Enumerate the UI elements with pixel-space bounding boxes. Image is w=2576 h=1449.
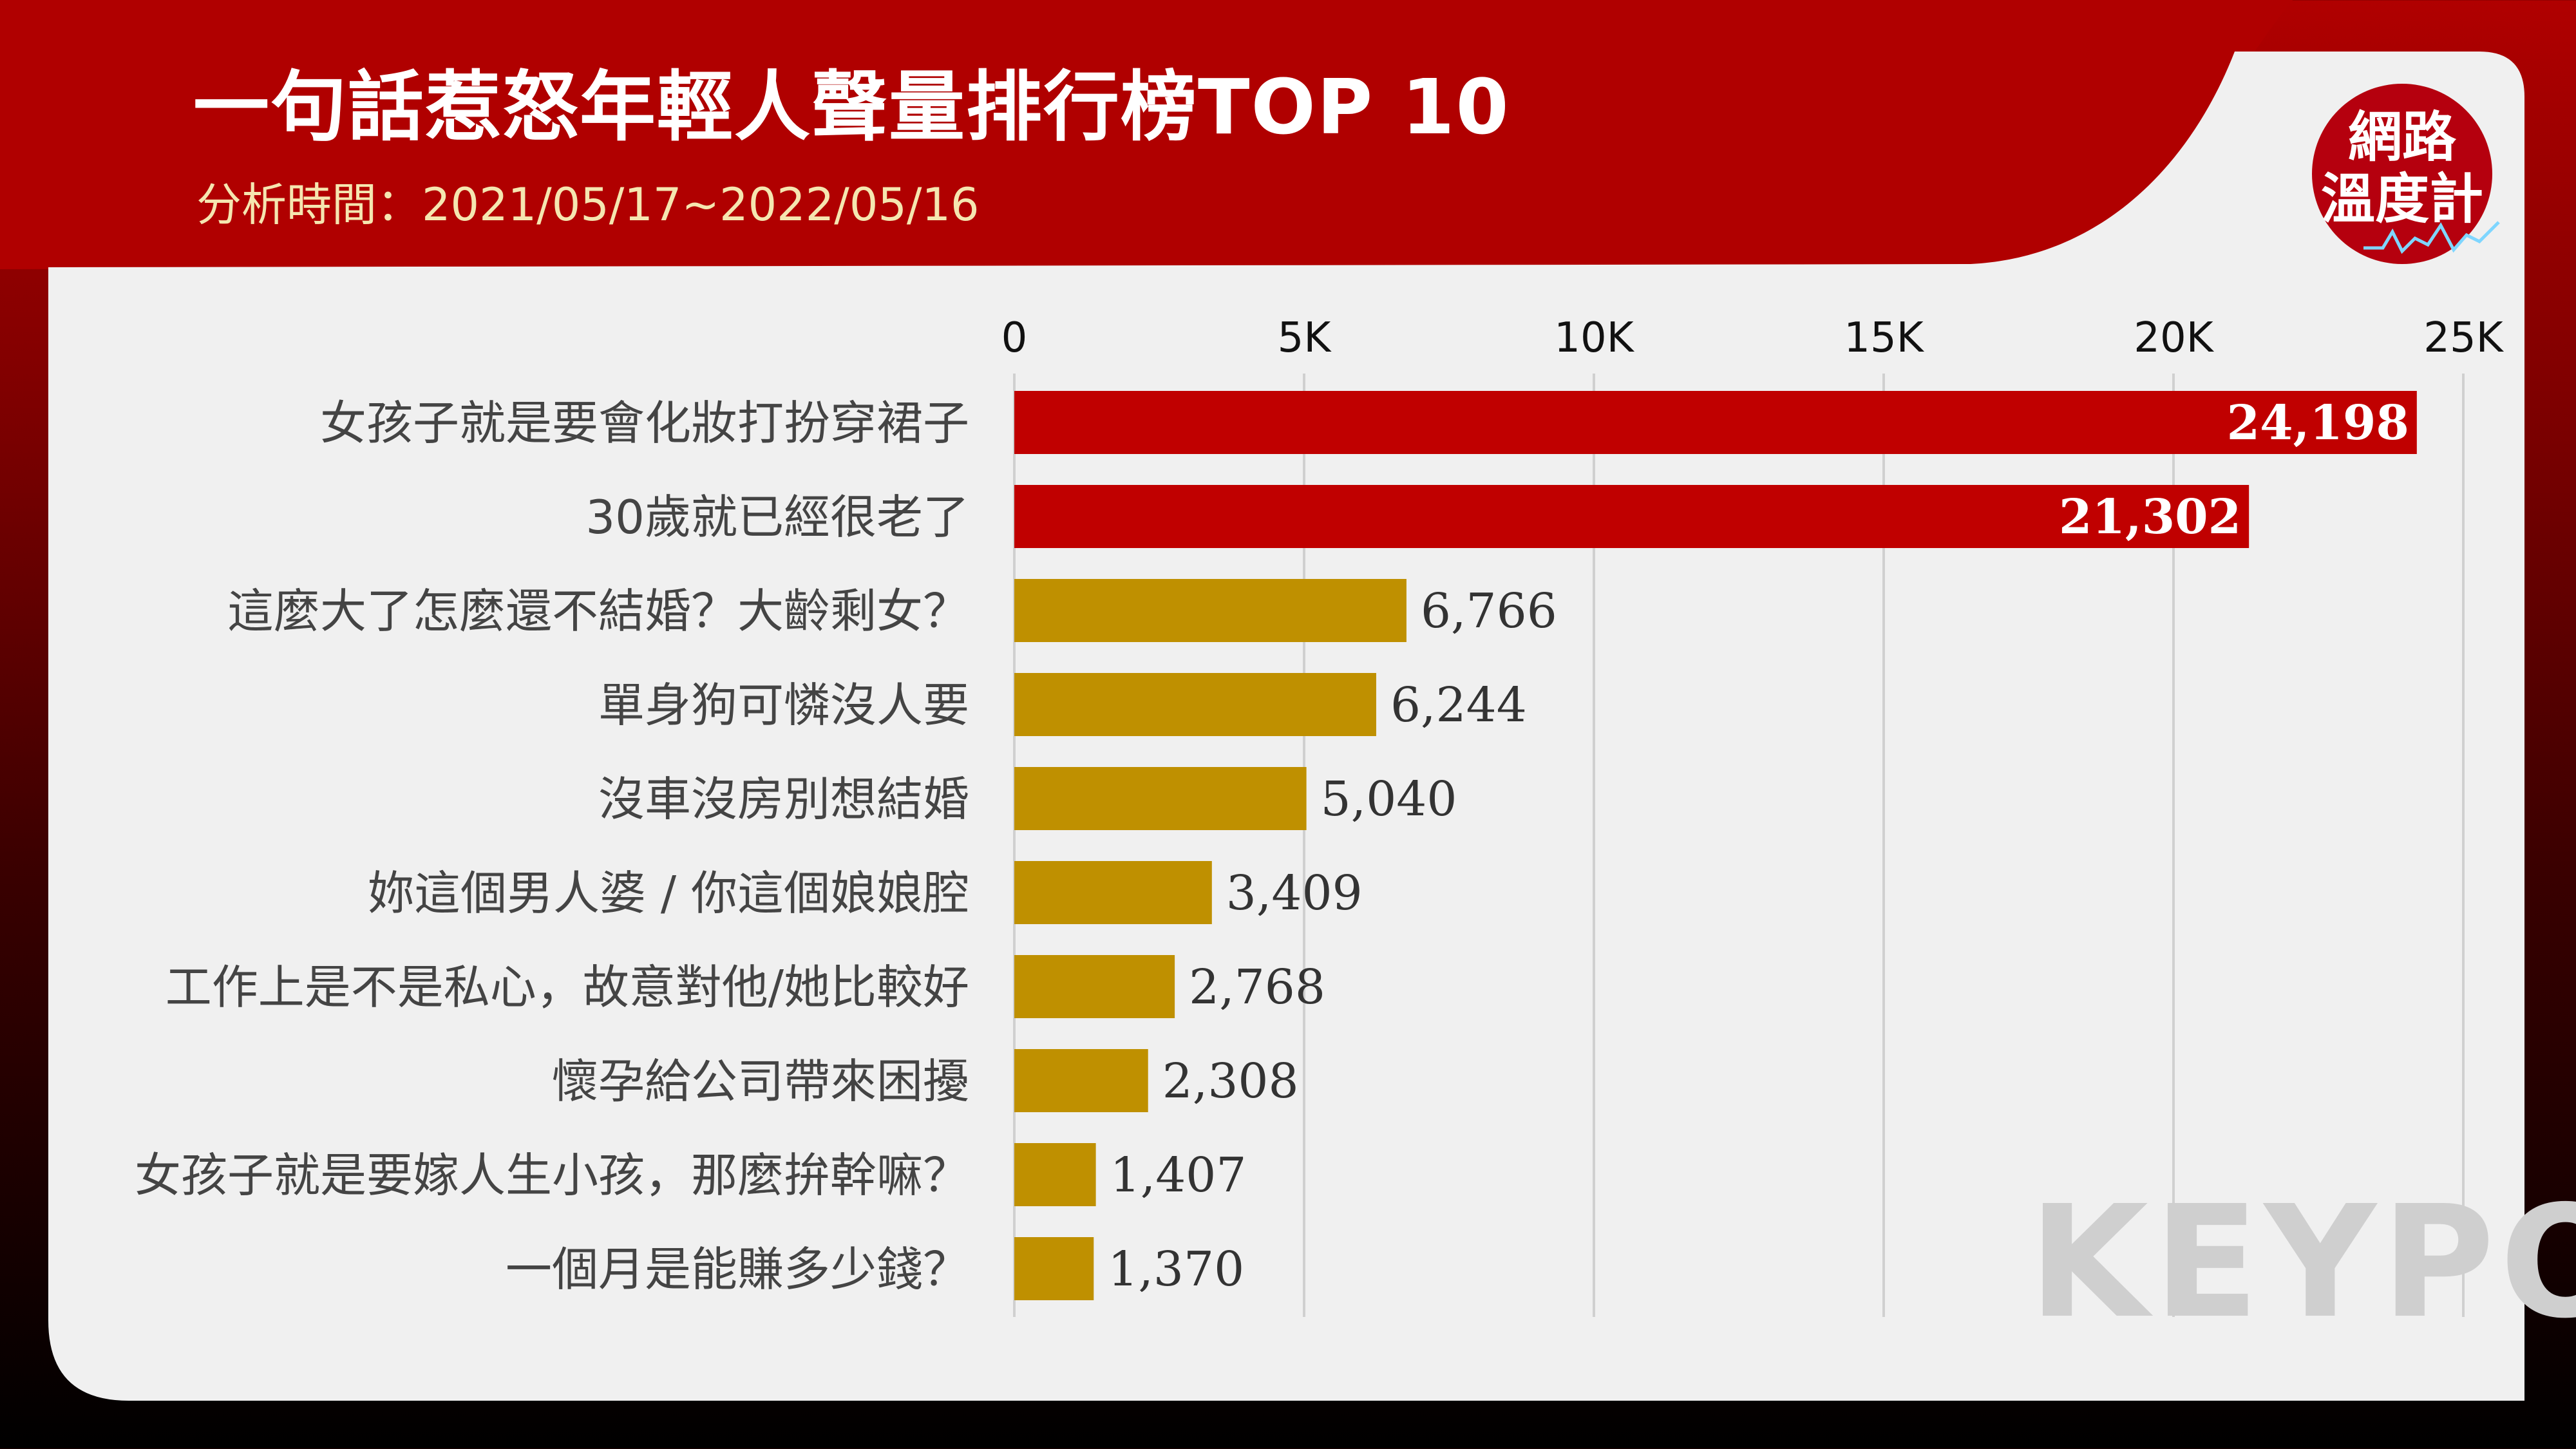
- page-title: 一句話惹怒年輕人聲量排行榜TOP 10: [193, 62, 1510, 151]
- badge-line-1: 網路: [2347, 106, 2456, 169]
- bars: 女孩子就是要會化妝打扮穿裙子 24,198 30歲就已經很老了 21,302 這麼大了怎…: [135, 391, 2417, 1300]
- x-tick-label: 5K: [1278, 314, 1332, 362]
- value-label: 24,198: [2227, 395, 2409, 451]
- x-tick-label: 10K: [1554, 314, 1634, 362]
- category-label: 一個月是能賺多少錢？: [506, 1242, 969, 1296]
- bar: [1014, 955, 1175, 1018]
- value-label: 2,308: [1162, 1054, 1299, 1109]
- value-label: 2,768: [1189, 960, 1325, 1015]
- value-label: 3,409: [1226, 866, 1363, 921]
- category-label: 沒車沒房別想結婚: [598, 772, 969, 826]
- bar: [1014, 1049, 1148, 1112]
- watermark-logo: KEYPO: [2029, 1172, 2576, 1352]
- bar: [1014, 1143, 1096, 1206]
- value-label: 21,302: [2059, 489, 2241, 545]
- bar: [1014, 485, 2249, 548]
- x-tick-label: 20K: [2134, 314, 2214, 362]
- value-label: 1,370: [1108, 1242, 1244, 1297]
- x-tick-label: 25K: [2423, 314, 2504, 362]
- x-tick-label: 0: [1001, 314, 1028, 362]
- value-label: 1,407: [1110, 1148, 1247, 1203]
- value-label: 5,040: [1321, 772, 1457, 827]
- bar: [1014, 861, 1212, 924]
- bar: [1014, 673, 1376, 736]
- category-label: 懷孕給公司帶來困擾: [552, 1054, 969, 1108]
- category-label: 工作上是不是私心，故意對他/她比較好: [166, 960, 969, 1014]
- category-label: 單身狗可憐沒人要: [598, 678, 969, 732]
- category-label: 30歲就已經很老了: [585, 490, 969, 544]
- category-label: 女孩子就是要會化妝打扮穿裙子: [320, 396, 969, 450]
- brand-badge: 網路 溫度計: [2312, 84, 2500, 264]
- bar: [1014, 1237, 1094, 1300]
- analysis-period: 分析時間：2021/05/17~2022/05/16: [196, 178, 980, 231]
- x-axis: 0 5K 10K 15K 20K 25K: [1001, 314, 2505, 362]
- badge-line-2: 溫度計: [2320, 167, 2483, 231]
- pulse-line-icon: [2363, 221, 2500, 254]
- value-label: 6,766: [1421, 583, 1557, 639]
- category-label: 女孩子就是要嫁人生小孩，那麼拚幹嘛？: [135, 1148, 969, 1202]
- bar: [1014, 391, 2417, 454]
- value-label: 6,244: [1390, 677, 1527, 733]
- bar: [1014, 579, 1406, 642]
- bar: [1014, 767, 1307, 830]
- x-tick-label: 15K: [1844, 314, 1924, 362]
- category-label: 妳這個男人婆 / 你這個娘娘腔: [368, 866, 969, 920]
- header-band: [0, 0, 2293, 269]
- category-label: 這麼大了怎麼還不結婚？大齡剩女？: [227, 584, 969, 638]
